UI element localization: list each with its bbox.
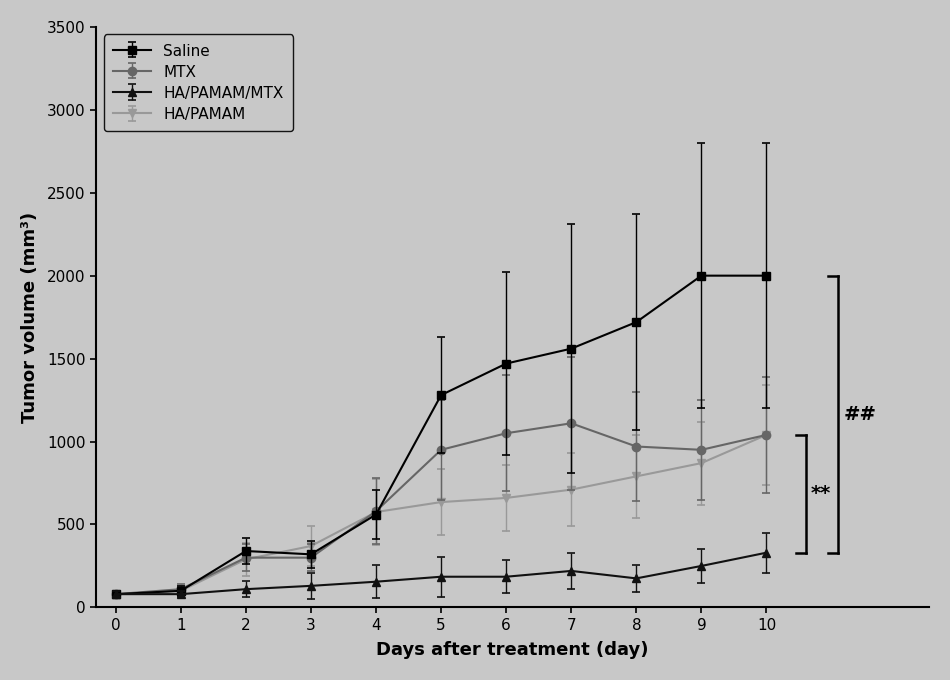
Text: **: ** <box>810 484 831 503</box>
X-axis label: Days after treatment (day): Days after treatment (day) <box>376 641 649 659</box>
Legend: Saline, MTX, HA/PAMAM/MTX, HA/PAMAM: Saline, MTX, HA/PAMAM/MTX, HA/PAMAM <box>104 35 293 131</box>
Text: ##: ## <box>844 405 876 424</box>
Y-axis label: Tumor volume (mm³): Tumor volume (mm³) <box>21 211 39 423</box>
